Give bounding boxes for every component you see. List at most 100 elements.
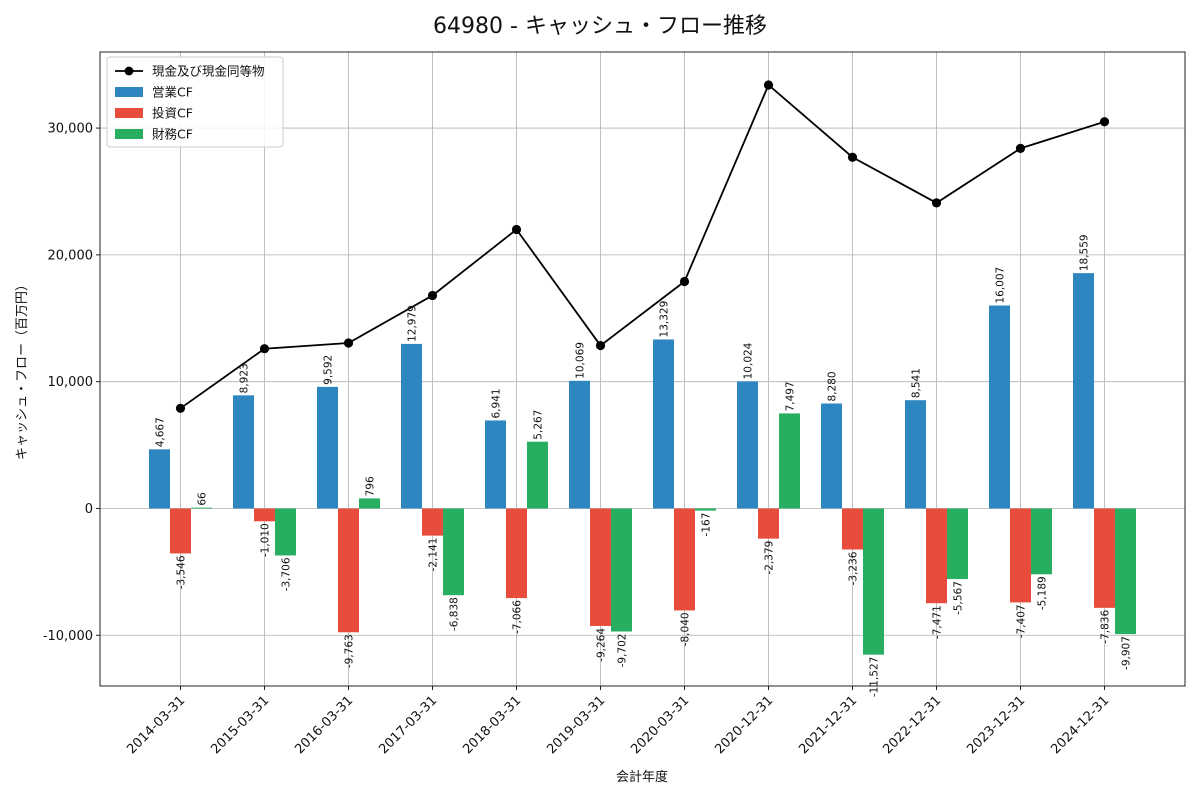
operating-cf-label: 13,329 [659,301,671,338]
operating-cf-bar [821,403,842,509]
investing-cf-bar [254,508,275,522]
operating-cf-bar [569,380,590,509]
investing-cf-bar [422,508,443,536]
financing-cf-bar [947,508,968,580]
investing-cf-bar [758,508,779,539]
operating-cf-bar [737,381,758,509]
investing-cf-label: -7,066 [512,600,524,634]
investing-cf-label: -2,141 [428,538,440,572]
financing-cf-bar [695,508,716,511]
financing-cf-bar [1115,508,1136,635]
y-tick-label: 30,000 [48,122,94,137]
operating-cf-bar [317,386,338,509]
cash-equivalents-point [763,80,774,90]
y-tick-label: 10,000 [48,375,94,390]
operating-cf-bar [233,395,254,509]
cash-equivalents-point [1015,143,1026,153]
financing-cf-label: 796 [365,476,377,496]
cash-equivalents-point [259,344,270,354]
legend-color-swatch [115,108,143,118]
operating-cf-label: 8,923 [239,363,251,393]
investing-cf-bar [842,508,863,550]
financing-cf-bar [779,413,800,509]
operating-cf-label: 12,979 [407,305,419,342]
operating-cf-label: 4,667 [155,417,167,447]
legend-item-cash: 現金及び現金同等物 [152,64,265,79]
cash-equivalents-line [179,83,1105,410]
legend-box [106,56,284,148]
cash-equivalents-point [175,403,186,413]
x-tick-label: 2019-03-31 [544,693,608,757]
x-tick-label: 2014-03-31 [124,693,188,757]
operating-cf-label: 6,941 [491,388,503,418]
x-tick-label: 2016-03-31 [292,693,356,757]
operating-cf-bar [149,449,170,509]
cash-equivalents-point [595,340,606,351]
investing-cf-label: -9,763 [344,634,356,668]
cash-equivalents-point [343,338,354,348]
investing-cf-bar [170,508,191,554]
operating-cf-bar [989,305,1010,509]
investing-cf-label: -3,546 [176,555,188,589]
investing-cf-label: -9,264 [596,628,608,662]
financing-cf-label: 7,497 [785,381,797,411]
x-tick-label: 2020-12-31 [712,693,776,757]
financing-cf-bar [359,498,380,509]
y-axis-label: キャッシュ・フロー（百万円） [15,278,30,460]
operating-cf-bar [485,420,506,509]
cash-equivalents-point [1099,117,1110,127]
investing-cf-label: -3,236 [848,551,860,585]
x-tick-label: 2022-12-31 [880,693,944,757]
chart-title: 64980 - キャッシュ・フロー推移 [433,14,767,39]
investing-cf-bar [590,508,611,626]
y-tick-label: -10,000 [43,629,93,644]
financing-cf-label: -11,527 [869,657,881,698]
plot-frame [99,51,1186,687]
x-tick-label: 2024-12-31 [1048,693,1112,757]
grid-layer [100,52,1185,686]
financing-cf-bar [443,508,464,596]
investing-cf-label: -8,040 [680,612,692,646]
y-tick-label: 0 [85,502,93,517]
investing-cf-bar [506,508,527,599]
x-tick-label: 2015-03-31 [208,693,272,757]
cash-equivalents-point [847,152,858,162]
financing-cf-label: -9,702 [617,634,629,668]
financing-cf-bar [611,508,632,632]
operating-cf-label: 10,069 [575,342,587,379]
financing-cf-label: -5,189 [1037,576,1049,610]
financing-cf-bar [863,508,884,655]
financing-cf-label: 5,267 [533,410,545,440]
data-label-layer: 4,667 8,923 9,592 12,979 6,941 10,069 13,329 10… [155,234,1133,697]
cash-equivalents-point [931,198,942,208]
investing-cf-bar [338,508,359,633]
y-tick-label: 20,000 [48,248,94,263]
investing-cf-label: -7,471 [932,605,944,639]
financing-cf-label: -3,706 [281,557,293,591]
x-tick-label: 2020-03-31 [628,693,692,757]
financing-cf-bar [191,507,212,509]
operating-cf-label: 9,592 [323,355,335,385]
operating-cf-label: 16,007 [995,267,1007,304]
cash-equivalents-point [679,276,690,287]
x-axis-label: 会計年度 [616,769,668,785]
legend-item-investing: 投資CF [152,106,193,121]
financing-cf-label: -167 [701,513,713,537]
operating-cf-label: 18,559 [1079,234,1091,271]
operating-cf-bar [905,400,926,509]
investing-cf-label: -7,836 [1100,610,1112,644]
x-tick-label: 2021-12-31 [796,693,860,757]
cash-equivalents-point [511,224,522,235]
investing-cf-label: -7,407 [1016,604,1028,638]
investing-cf-bar [1010,508,1031,603]
x-tick-label: 2023-12-31 [964,693,1028,757]
operating-cf-label: 8,541 [911,368,923,398]
investing-cf-label: -2,379 [764,541,776,575]
line-layer [175,80,1110,413]
investing-cf-label: -1,010 [260,523,272,557]
financing-cf-bar [1031,508,1052,575]
operating-cf-label: 8,280 [827,371,839,401]
cash-equivalents-point [427,290,438,301]
legend-item-financing: 財務CF [152,127,193,142]
